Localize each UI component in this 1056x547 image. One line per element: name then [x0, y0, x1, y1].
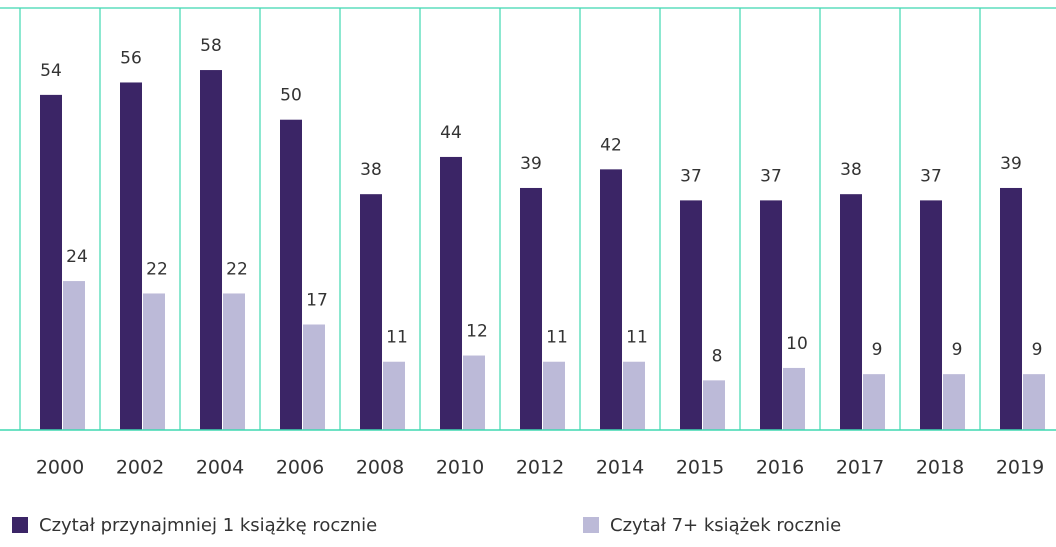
value-label: 9 [872, 340, 883, 360]
bar [703, 380, 725, 430]
value-label: 37 [680, 166, 702, 186]
value-label: 9 [1032, 340, 1043, 360]
value-label: 37 [920, 166, 942, 186]
legend-label: Czytał przynajmniej 1 książkę rocznie [39, 515, 377, 536]
x-tick-label: 2017 [836, 457, 884, 479]
value-label: 8 [712, 346, 723, 366]
x-tick-label: 2008 [356, 457, 404, 479]
bar [360, 194, 382, 430]
bar [943, 374, 965, 430]
value-label: 38 [840, 160, 862, 180]
bar [680, 200, 702, 430]
legend-swatch [12, 517, 28, 533]
x-tick-label: 2014 [596, 457, 644, 479]
bar [143, 293, 165, 430]
bar [840, 194, 862, 430]
value-label: 37 [760, 166, 782, 186]
legend-swatch [583, 517, 599, 533]
value-label: 56 [120, 48, 142, 68]
value-label: 12 [466, 322, 488, 342]
bar [223, 293, 245, 430]
bar [463, 355, 485, 430]
x-tick-label: 2000 [36, 457, 84, 479]
value-label: 38 [360, 160, 382, 180]
bar [863, 374, 885, 430]
bar [120, 82, 142, 431]
bar [543, 361, 565, 430]
bar [440, 156, 462, 431]
bar [383, 361, 405, 430]
x-tick-label: 2012 [516, 457, 564, 479]
x-tick-label: 2015 [676, 457, 724, 479]
bar [200, 70, 222, 430]
x-tick-label: 2010 [436, 457, 484, 479]
value-label: 11 [546, 328, 568, 348]
bar [1023, 374, 1045, 430]
value-label: 9 [952, 340, 963, 360]
value-label: 39 [520, 154, 542, 174]
value-label: 22 [226, 259, 248, 279]
x-tick-label: 2006 [276, 457, 324, 479]
value-label: 44 [440, 123, 462, 143]
bar [40, 94, 62, 430]
x-tick-label: 2002 [116, 457, 164, 479]
legend-label: Czytał 7+ książek rocznie [610, 515, 841, 536]
x-tick-label: 2019 [996, 457, 1044, 479]
x-tick-label: 2018 [916, 457, 964, 479]
value-label: 39 [1000, 154, 1022, 174]
bar [303, 324, 325, 430]
value-label: 11 [386, 328, 408, 348]
bar [600, 169, 622, 430]
bar [280, 119, 302, 431]
value-label: 42 [600, 135, 622, 155]
value-label: 17 [306, 291, 328, 311]
bar [520, 187, 542, 430]
x-tick-label: 2016 [756, 457, 804, 479]
bar [760, 200, 782, 430]
value-label: 54 [40, 61, 62, 81]
value-label: 24 [66, 247, 88, 267]
bar [623, 361, 645, 430]
value-label: 50 [280, 86, 302, 106]
bar [783, 367, 805, 430]
value-label: 22 [146, 259, 168, 279]
bar [920, 200, 942, 430]
bar [1000, 187, 1022, 430]
value-label: 58 [200, 36, 222, 56]
value-label: 11 [626, 328, 648, 348]
value-label: 10 [786, 334, 808, 354]
x-tick-label: 2004 [196, 457, 244, 479]
bar [63, 281, 85, 430]
